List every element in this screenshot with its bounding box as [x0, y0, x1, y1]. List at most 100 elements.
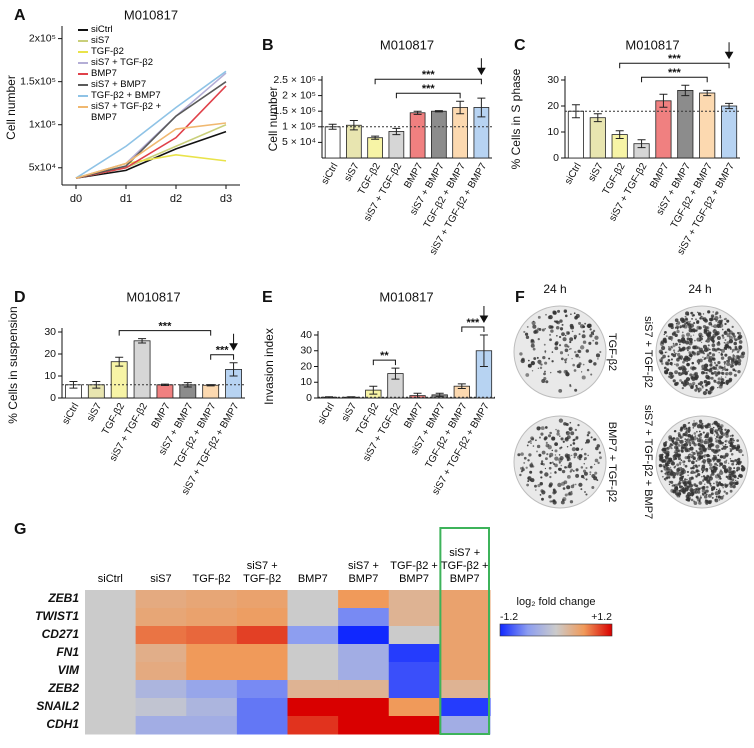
- colony: [710, 332, 712, 334]
- colony: [716, 335, 721, 340]
- colony: [701, 492, 704, 495]
- bar: [589, 117, 606, 159]
- x-tick-label: siS7: [586, 161, 605, 184]
- colony: [706, 329, 710, 332]
- legend-label: TGF-β2: [91, 46, 124, 57]
- colony: [668, 347, 672, 351]
- colony: [573, 369, 577, 372]
- colony: [539, 366, 543, 370]
- significance-label: ***: [422, 83, 436, 95]
- heatmap-cell: [236, 698, 288, 717]
- colony: [680, 459, 683, 462]
- colony: [708, 437, 713, 443]
- colony: [717, 482, 722, 486]
- error-bar: [92, 381, 101, 389]
- colony: [667, 323, 673, 328]
- y-tick-label: 2.5 × 10⁵: [273, 74, 316, 86]
- heatmap-cell: [186, 644, 238, 663]
- colony: [724, 369, 727, 371]
- error-bar: [138, 338, 147, 344]
- colony: [692, 500, 696, 503]
- colony: [726, 361, 731, 367]
- colony: [570, 431, 575, 436]
- colony: [554, 471, 557, 473]
- colony: [663, 333, 666, 336]
- y-tick-label: 0: [50, 392, 56, 404]
- colony: [565, 431, 568, 434]
- colony: [683, 464, 685, 466]
- colony: [713, 371, 717, 375]
- colony: [526, 483, 529, 487]
- colony: [539, 493, 542, 496]
- colony: [738, 334, 743, 339]
- colony: [674, 441, 679, 446]
- x-tick-label: siCtrl: [60, 401, 81, 426]
- colony: [670, 345, 673, 348]
- row-label: ZEB1: [47, 591, 79, 605]
- column-label: siS7 + TGF-β2 + BMP7: [440, 547, 489, 585]
- significance-bracket: [395, 92, 461, 99]
- heatmap-cell: [236, 608, 288, 627]
- colony: [570, 484, 575, 489]
- bar: [409, 112, 426, 159]
- bar: [452, 107, 468, 159]
- colony: [564, 361, 567, 364]
- colony: [529, 439, 532, 443]
- significance-bracket: [374, 78, 482, 85]
- colony: [712, 366, 716, 370]
- legend-entry: siS7 + TGF-β2 + BMP7: [78, 101, 178, 123]
- colony: [583, 462, 585, 465]
- colony: [724, 428, 727, 432]
- colony: [722, 455, 726, 459]
- colony: [699, 347, 703, 352]
- colony: [697, 490, 701, 494]
- colony: [702, 317, 707, 322]
- column-label: siCtrl: [97, 573, 123, 585]
- colony: [663, 366, 667, 370]
- colony: [535, 439, 537, 442]
- colony: [693, 488, 695, 491]
- colony: [691, 361, 695, 365]
- colony: [726, 329, 729, 331]
- colony: [695, 474, 698, 478]
- colony: [702, 390, 707, 396]
- colony: [693, 339, 696, 342]
- colony: [717, 458, 722, 462]
- colony: [592, 438, 596, 441]
- colony: [718, 348, 721, 351]
- colony: [566, 474, 571, 479]
- colony: [585, 478, 588, 481]
- colony: [538, 436, 541, 439]
- colony: [714, 429, 718, 433]
- colony: [538, 426, 541, 429]
- y-axis-label: Cell number: [266, 87, 280, 152]
- colony: [733, 335, 736, 338]
- colony: [570, 313, 572, 315]
- colony: [687, 345, 691, 350]
- colony: [565, 423, 568, 426]
- colony: [686, 362, 690, 367]
- series-line: [75, 81, 227, 179]
- colony: [701, 486, 706, 490]
- colony: [544, 457, 548, 461]
- colony: [565, 370, 568, 373]
- colony: [664, 351, 667, 354]
- colony: [722, 336, 725, 339]
- colony: [682, 382, 687, 387]
- colony: [715, 439, 719, 443]
- colony: [544, 328, 546, 330]
- colony: [721, 447, 724, 450]
- colony: [706, 474, 710, 478]
- colony: [587, 454, 589, 457]
- colony: [702, 335, 704, 338]
- colony: [681, 485, 684, 488]
- x-tick-label: d2: [170, 193, 182, 205]
- colony: [682, 360, 685, 364]
- colony: [719, 477, 722, 480]
- colony: [690, 489, 694, 493]
- colony: [575, 468, 579, 472]
- colony: [684, 484, 687, 488]
- colony: [687, 459, 691, 463]
- colony: [736, 444, 740, 448]
- colony: [544, 467, 547, 470]
